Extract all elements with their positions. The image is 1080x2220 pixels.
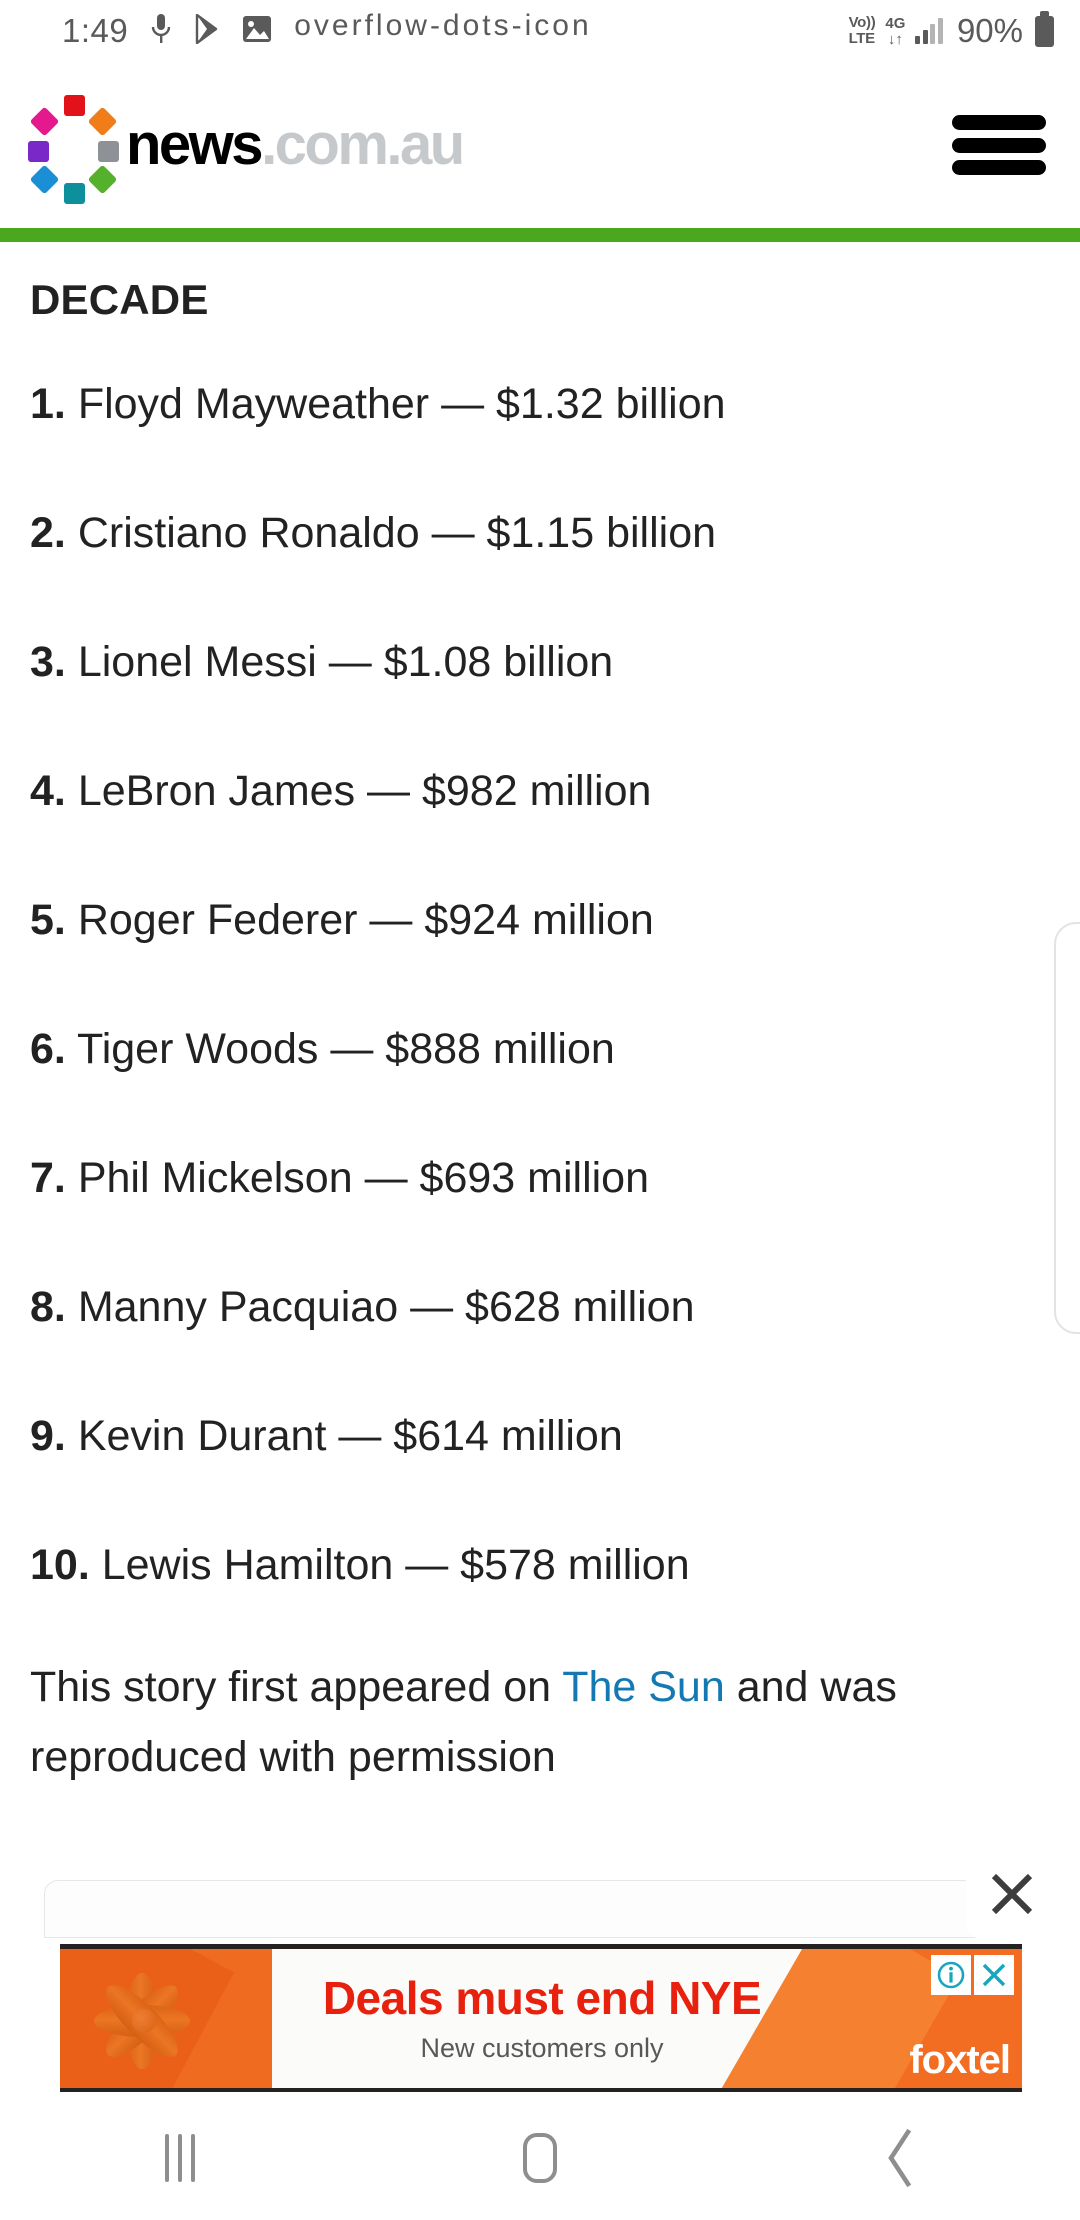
logo-word-tld: .com.au [261,112,465,177]
rank-number: 4. [30,767,66,815]
rank-number: 5. [30,896,66,944]
ad-copy: Deals must end NYE New customers only [272,1949,812,2088]
android-navigation-bar [0,2096,1080,2220]
volte-indicator: Vo)) LTE [849,15,876,47]
list-item: 8. Manny Pacquiao — $628 million [30,1281,1050,1333]
list-item: 6. Tiger Woods — $888 million [30,1023,1050,1075]
ad-brand-label: foxtel [909,2038,1011,2082]
section-heading: DECADE [30,276,209,323]
volte-line2: LTE [848,30,876,47]
rank-number: 2. [30,509,66,557]
hamburger-bar-2 [952,137,1046,153]
attribution-paragraph: This story first appeared on The Sun and… [30,1652,1030,1792]
rank-number: 1. [30,380,66,428]
status-bar-right: Vo)) LTE 4G ↓↑ 90% [849,10,1054,50]
advertisement-container: Deals must end NYE New customers only fo… [0,1848,1080,2096]
list-item: 10. Lewis Hamilton — $578 million [30,1539,1050,1591]
network-type-indicator: 4G ↓↑ [885,14,906,48]
site-header: news.com.au [0,62,1080,228]
hamburger-menu-icon[interactable] [952,111,1046,179]
rank-number: 10. [30,1541,90,1589]
logo-word-news: news [126,112,264,177]
rank-text: Kevin Durant — $614 million [65,1412,623,1460]
list-item: 1. Floyd Mayweather — $1.32 billion [30,378,1050,430]
logo-square-orange [87,106,118,137]
back-icon [888,2128,912,2188]
status-bar-clock: 1:49 [62,12,129,49]
ad-backing-panel [44,1880,1006,1938]
rank-text: Roger Federer — $924 million [65,896,654,944]
status-bar-left: 1:49 o [62,9,592,50]
data-arrows-icon: ↓↑ [887,30,903,48]
rank-number: 7. [30,1154,66,1202]
microphone-icon [150,13,172,50]
hamburger-bar-3 [952,160,1046,175]
hamburger-bar-1 [952,115,1046,130]
logo-square-purple [28,141,49,162]
rank-text: Tiger Woods — $888 million [65,1025,615,1073]
ranking-list: 1. Floyd Mayweather — $1.32 billion 2. C… [30,378,1050,1591]
battery-icon [1035,10,1054,47]
news-logo-mark-icon [18,89,130,204]
rank-text: Phil Mickelson — $693 million [65,1154,649,1202]
attribution-prefix: This story first appeared on [30,1663,563,1711]
list-item: 2. Cristiano Ronaldo — $1.15 billion [30,507,1050,559]
list-item: 5. Roger Federer — $924 million [30,894,1050,946]
ad-controls [931,1955,1014,1995]
close-icon [991,1873,1033,1915]
logo-square-teal [64,183,85,204]
battery-percent-label: 90% [956,12,1023,49]
rank-text: Manny Pacquiao — $628 million [65,1283,695,1331]
play-store-icon [194,13,220,49]
rank-number: 3. [30,638,66,686]
volte-line1: Vo)) [848,14,876,31]
logo-wordmark: news.com.au [126,116,465,174]
list-item: 4. LeBron James — $982 million [30,765,1050,817]
image-icon [242,15,272,48]
rank-text: LeBron James — $982 million [65,767,652,815]
home-button[interactable] [360,2096,720,2220]
list-item: 3. Lionel Messi — $1.08 billion [30,636,1050,688]
rank-number: 6. [30,1025,66,1073]
recents-icon [165,2134,195,2182]
ad-headline: Deals must end NYE [322,1972,762,2024]
logo-square-green [87,164,118,195]
logo-square-gray [98,141,119,162]
source-link[interactable]: The Sun [562,1663,725,1711]
rank-text: Lewis Hamilton — $578 million [89,1541,690,1589]
recents-button[interactable] [0,2096,360,2220]
logo-square-blue [29,164,60,195]
list-item: 7. Phil Mickelson — $693 million [30,1152,1050,1204]
ad-close-icon[interactable] [974,1955,1014,1995]
back-button[interactable] [720,2096,1080,2220]
ad-subtext: New customers only [420,2033,664,2063]
rank-text: Floyd Mayweather — $1.32 billion [65,380,726,428]
ad-container-close-button[interactable] [966,1848,1058,1940]
logo-square-magenta [29,106,60,137]
logo-square-red [64,95,85,116]
rank-number: 8. [30,1283,66,1331]
rank-text: Lionel Messi — $1.08 billion [65,638,614,686]
ad-banner[interactable]: Deals must end NYE New customers only fo… [60,1944,1022,2092]
list-item: 9. Kevin Durant — $614 million [30,1410,1050,1462]
gift-bow-icon [84,1965,202,2077]
site-logo[interactable]: news.com.au [18,89,465,204]
signal-bars-icon [915,18,943,44]
article-body: DECADE 1. Floyd Mayweather — $1.32 billi… [0,242,1080,1792]
status-bar: 1:49 o [0,0,1080,62]
rank-text: Cristiano Ronaldo — $1.15 billion [65,509,717,557]
header-accent-rule [0,228,1080,242]
attribution-suffix: and was reproduced with permission [30,1663,897,1781]
adchoices-info-icon[interactable] [931,1955,971,1995]
home-icon [523,2133,557,2183]
side-panel-outline[interactable] [1054,922,1080,1334]
ad-left-graphic [60,1949,272,2088]
overflow-dots-icon: overflow-dots-icon [294,9,592,42]
rank-number: 9. [30,1412,66,1460]
network-type-label: 4G [885,14,906,32]
